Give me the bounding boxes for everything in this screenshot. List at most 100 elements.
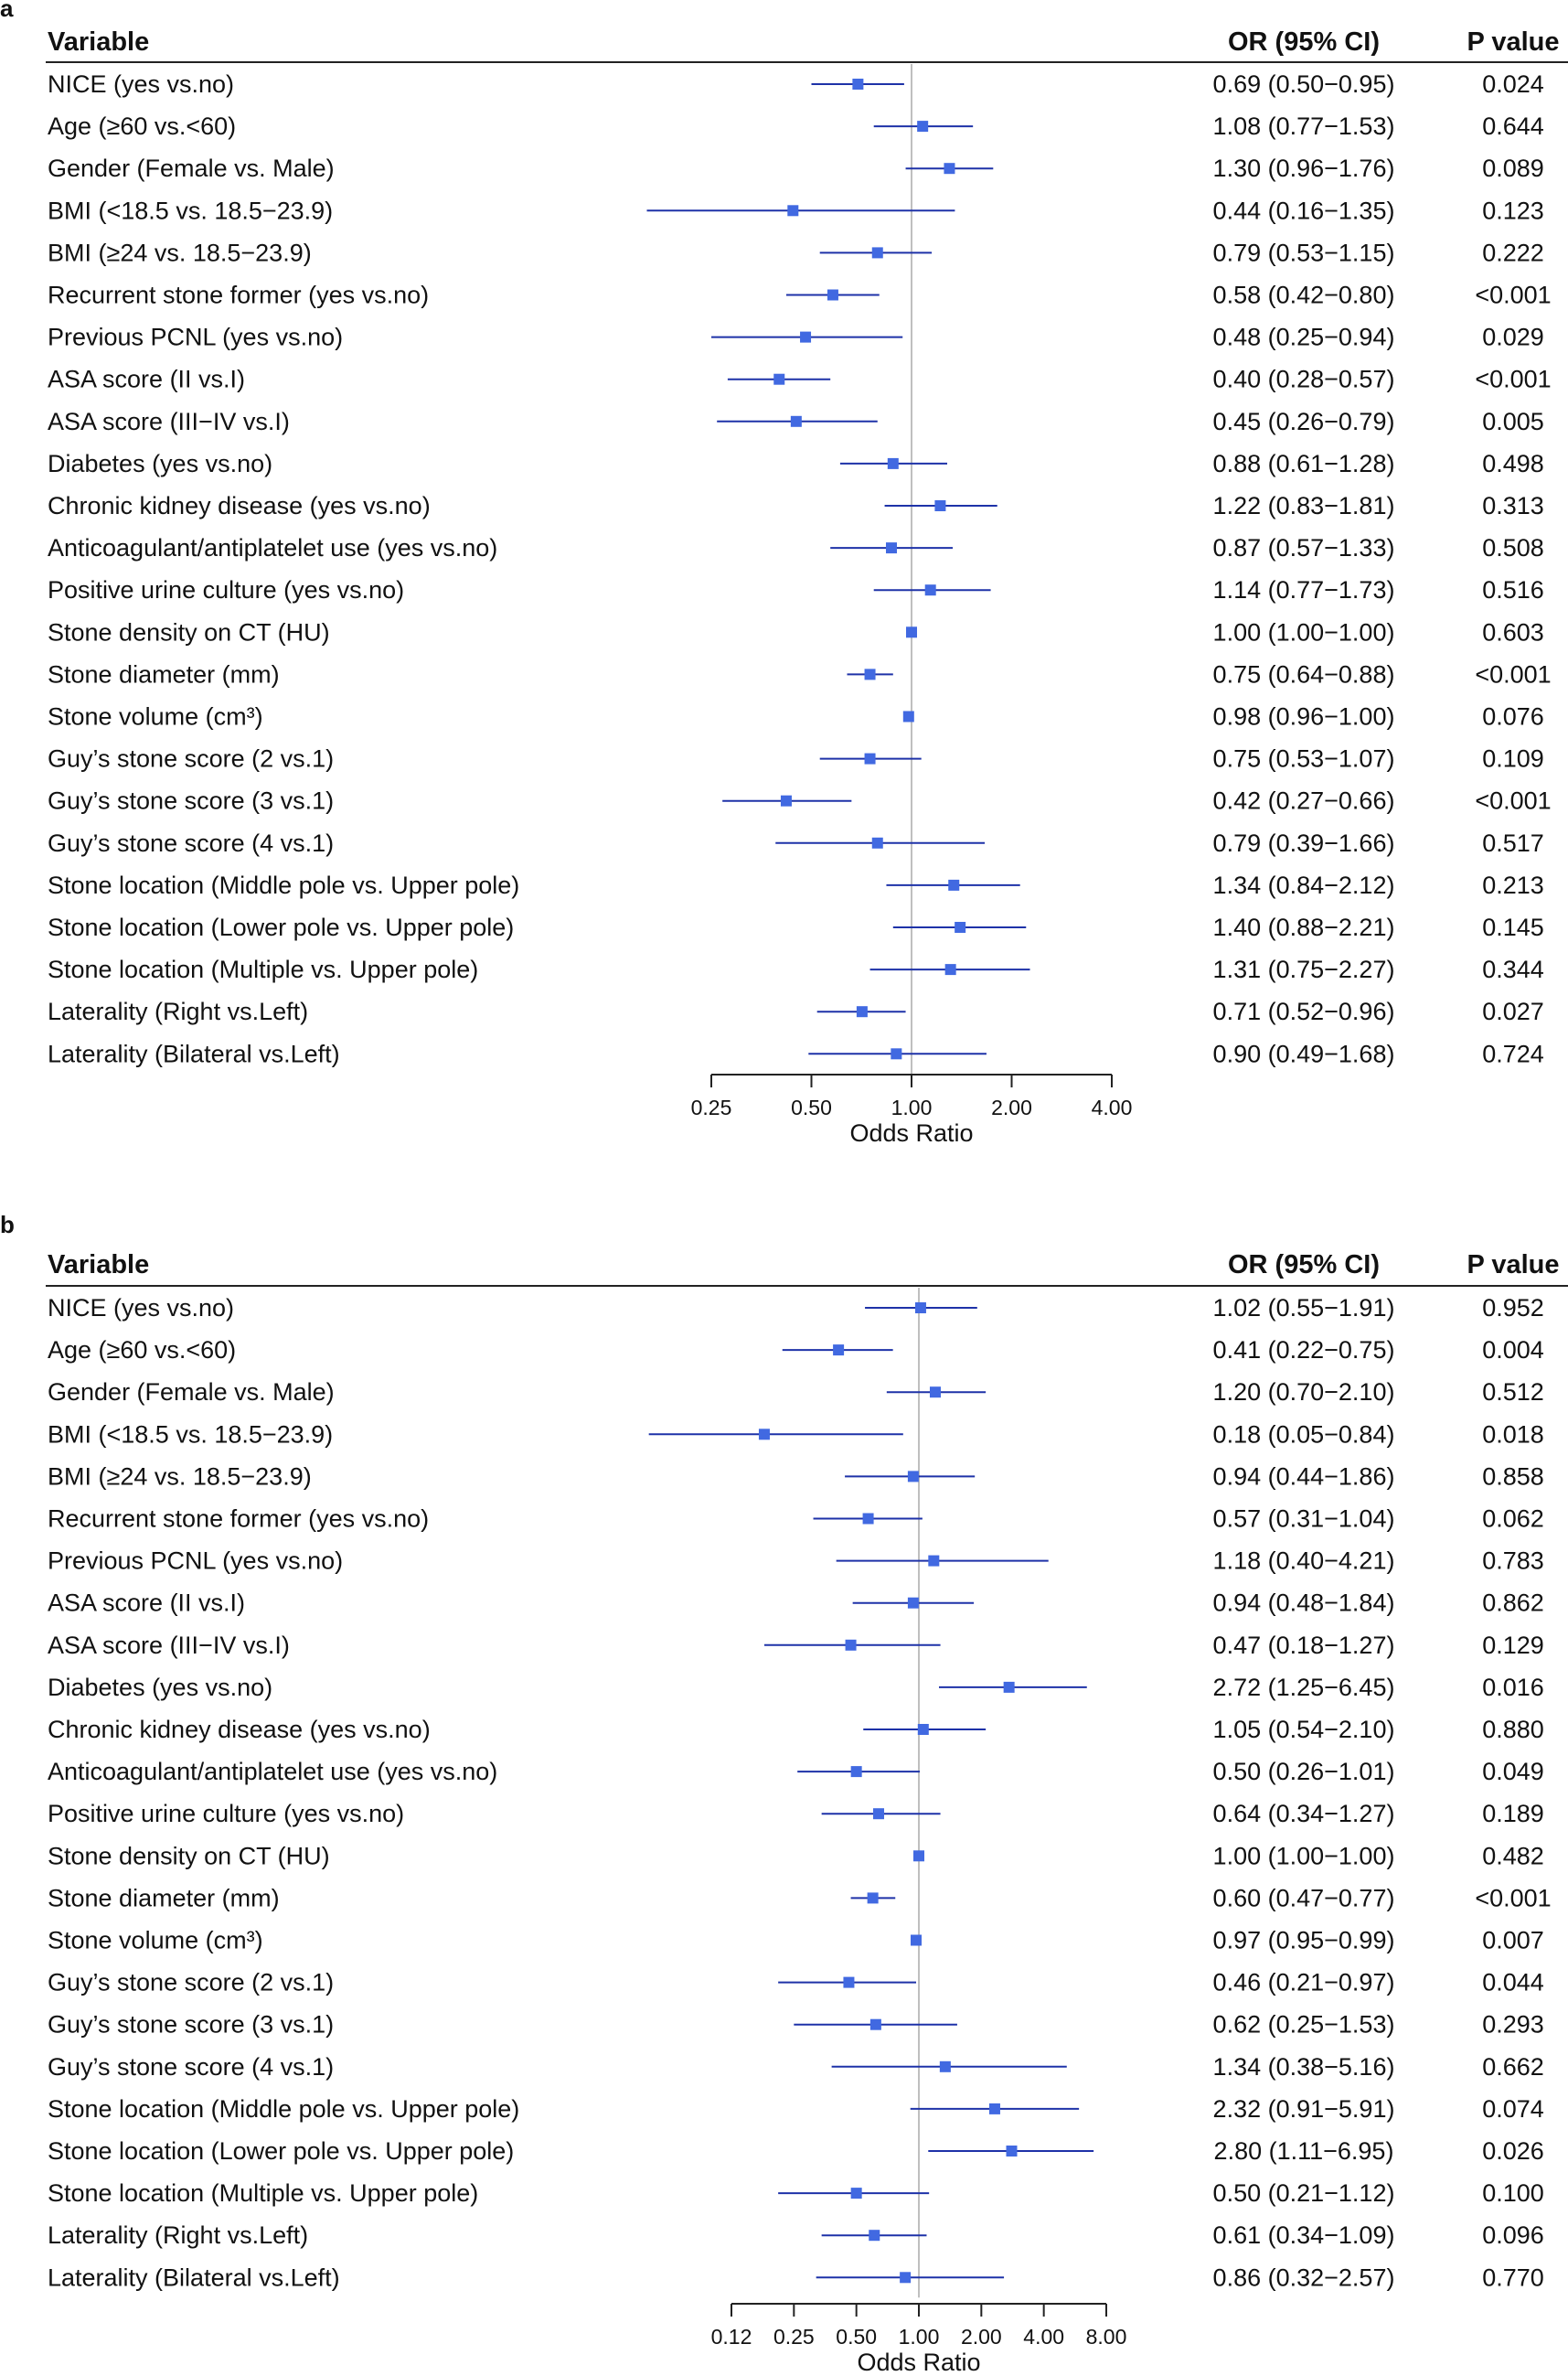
row-label: Guy’s stone score (4 vs.1) — [48, 2053, 334, 2081]
p-value-text: 0.498 — [1482, 450, 1544, 477]
row-label: Gender (Female vs. Male) — [48, 1378, 335, 1406]
or-ci-text: 0.42 (0.27−0.66) — [1213, 787, 1395, 815]
or-ci-text: 1.22 (0.83−1.81) — [1213, 492, 1395, 519]
or-ci-text: 0.94 (0.44−1.86) — [1213, 1462, 1395, 1490]
x-tick-label: 0.25 — [773, 2325, 815, 2349]
or-ci-text: 1.00 (1.00−1.00) — [1213, 618, 1395, 646]
or-ci-text: 1.05 (0.54−2.10) — [1213, 1716, 1395, 1743]
row-label: Guy’s stone score (3 vs.1) — [48, 2011, 334, 2039]
or-ci-text: 0.62 (0.25−1.53) — [1213, 2011, 1395, 2039]
or-ci-text: 1.18 (0.40−4.21) — [1213, 1547, 1395, 1575]
p-value-text: 0.858 — [1482, 1462, 1544, 1490]
point-estimate — [988, 2103, 1000, 2114]
point-estimate — [944, 964, 956, 976]
p-value-text: 0.880 — [1482, 1716, 1544, 1743]
p-value-text: 0.603 — [1482, 618, 1544, 646]
point-estimate — [850, 2188, 862, 2199]
or-ci-text: 0.46 (0.21−0.97) — [1213, 1969, 1395, 1996]
row-label: ASA score (II vs.I) — [48, 366, 245, 393]
row-label: Stone diameter (mm) — [48, 1884, 280, 1911]
point-estimate — [907, 1471, 919, 1482]
row-label: Guy’s stone score (2 vs.1) — [48, 1969, 334, 1996]
header-p-value: P value — [1467, 27, 1559, 57]
header-variable: Variable — [48, 1250, 149, 1279]
or-ci-text: 0.90 (0.49−1.68) — [1213, 1040, 1395, 1067]
row-label: Laterality (Bilateral vs.Left) — [48, 2264, 340, 2291]
point-estimate — [887, 457, 899, 469]
p-value-text: <0.001 — [1475, 787, 1551, 815]
p-value-text: 0.724 — [1482, 1040, 1544, 1067]
panel-letter: b — [0, 1211, 15, 1238]
row-label: Age (≥60 vs.<60) — [48, 112, 236, 140]
p-value-text: 0.018 — [1482, 1420, 1544, 1448]
x-tick-label: 2.00 — [961, 2325, 1002, 2349]
row-label: Guy’s stone score (2 vs.1) — [48, 745, 334, 773]
row-label: Anticoagulant/antiplatelet use (yes vs.n… — [48, 534, 497, 562]
or-ci-text: 0.50 (0.26−1.01) — [1213, 1758, 1395, 1785]
p-value-text: <0.001 — [1475, 366, 1551, 393]
p-value-text: 0.089 — [1482, 155, 1544, 182]
or-ci-text: 0.98 (0.96−1.00) — [1213, 703, 1395, 731]
p-value-text: 0.005 — [1482, 408, 1544, 435]
row-label: BMI (≥24 vs. 18.5−23.9) — [48, 1462, 312, 1490]
forest-plot-panel-b: b Variable OR (95% CI) P value NICE (yes vs… — [0, 1211, 1568, 2376]
point-estimate — [852, 79, 864, 90]
or-ci-text: 0.69 (0.50−0.95) — [1213, 70, 1395, 98]
or-ci-text: 0.57 (0.31−1.04) — [1213, 1505, 1395, 1533]
x-tick-label: 0.25 — [691, 1096, 732, 1119]
x-tick-label: 1.00 — [899, 2325, 940, 2349]
row-label: Gender (Female vs. Male) — [48, 155, 335, 182]
row-label: Previous PCNL (yes vs.no) — [48, 1547, 343, 1575]
point-estimate — [773, 373, 785, 385]
or-ci-text: 0.48 (0.25−0.94) — [1213, 324, 1395, 351]
p-value-text: 0.770 — [1482, 2264, 1544, 2291]
row-label: Stone location (Multiple vs. Upper pole) — [48, 956, 478, 983]
row-label: ASA score (III−IV vs.I) — [48, 1632, 290, 1659]
p-value-text: 0.129 — [1482, 1632, 1544, 1659]
row-label: Diabetes (yes vs.no) — [48, 450, 272, 477]
x-tick-label: 0.50 — [836, 2325, 877, 2349]
or-ci-text: 2.72 (1.25−6.45) — [1213, 1674, 1395, 1701]
or-ci-text: 0.79 (0.53−1.15) — [1213, 239, 1395, 266]
point-estimate — [944, 163, 955, 175]
row-label: Positive urine culture (yes vs.no) — [48, 1800, 404, 1827]
row-label: Stone location (Middle pole vs. Upper po… — [48, 872, 519, 899]
p-value-text: 0.029 — [1482, 324, 1544, 351]
row-label: Stone location (Lower pole vs. Upper pol… — [48, 2137, 514, 2165]
x-tick-label: 1.00 — [891, 1096, 933, 1119]
forest-plot-panel-a: a Variable OR (95% CI) P value NICE (yes vs… — [0, 0, 1568, 1180]
p-value-text: 0.783 — [1482, 1547, 1544, 1575]
point-estimate — [850, 1766, 862, 1778]
row-label: Chronic kidney disease (yes vs.no) — [48, 1716, 431, 1743]
row-label: Recurrent stone former (yes vs.no) — [48, 1505, 429, 1533]
p-value-text: <0.001 — [1475, 660, 1551, 688]
or-ci-text: 0.40 (0.28−0.57) — [1213, 366, 1395, 393]
p-value-text: 0.293 — [1482, 2011, 1544, 2039]
row-label: Stone location (Multiple vs. Upper pole) — [48, 2179, 478, 2207]
or-ci-text: 0.60 (0.47−0.77) — [1213, 1884, 1395, 1911]
point-estimate — [862, 1513, 874, 1525]
or-ci-text: 0.58 (0.42−0.80) — [1213, 282, 1395, 309]
or-ci-text: 1.34 (0.84−2.12) — [1213, 872, 1395, 899]
point-estimate — [871, 247, 883, 259]
row-label: Stone location (Lower pole vs. Upper pol… — [48, 914, 514, 941]
point-estimate — [845, 1639, 857, 1651]
p-value-text: 0.027 — [1482, 998, 1544, 1025]
or-ci-text: 2.32 (0.91−5.91) — [1213, 2095, 1395, 2123]
row-label: Age (≥60 vs.<60) — [48, 1336, 236, 1364]
or-ci-text: 1.40 (0.88−2.21) — [1213, 914, 1395, 941]
row-label: BMI (≥24 vs. 18.5−23.9) — [48, 239, 312, 266]
row-label: Laterality (Bilateral vs.Left) — [48, 1040, 340, 1067]
point-estimate — [906, 626, 917, 638]
p-value-text: 0.109 — [1482, 745, 1544, 773]
p-value-text: <0.001 — [1475, 1884, 1551, 1911]
row-label: Recurrent stone former (yes vs.no) — [48, 282, 429, 309]
p-value-text: 0.508 — [1482, 534, 1544, 562]
or-ci-text: 1.34 (0.38−5.16) — [1213, 2053, 1395, 2081]
p-value-text: 0.516 — [1482, 576, 1544, 604]
p-value-text: 0.024 — [1482, 70, 1544, 98]
p-value-text: 0.004 — [1482, 1336, 1544, 1364]
row-label: Guy’s stone score (3 vs.1) — [48, 787, 334, 815]
row-label: ASA score (II vs.I) — [48, 1589, 245, 1617]
or-ci-text: 0.64 (0.34−1.27) — [1213, 1800, 1395, 1827]
